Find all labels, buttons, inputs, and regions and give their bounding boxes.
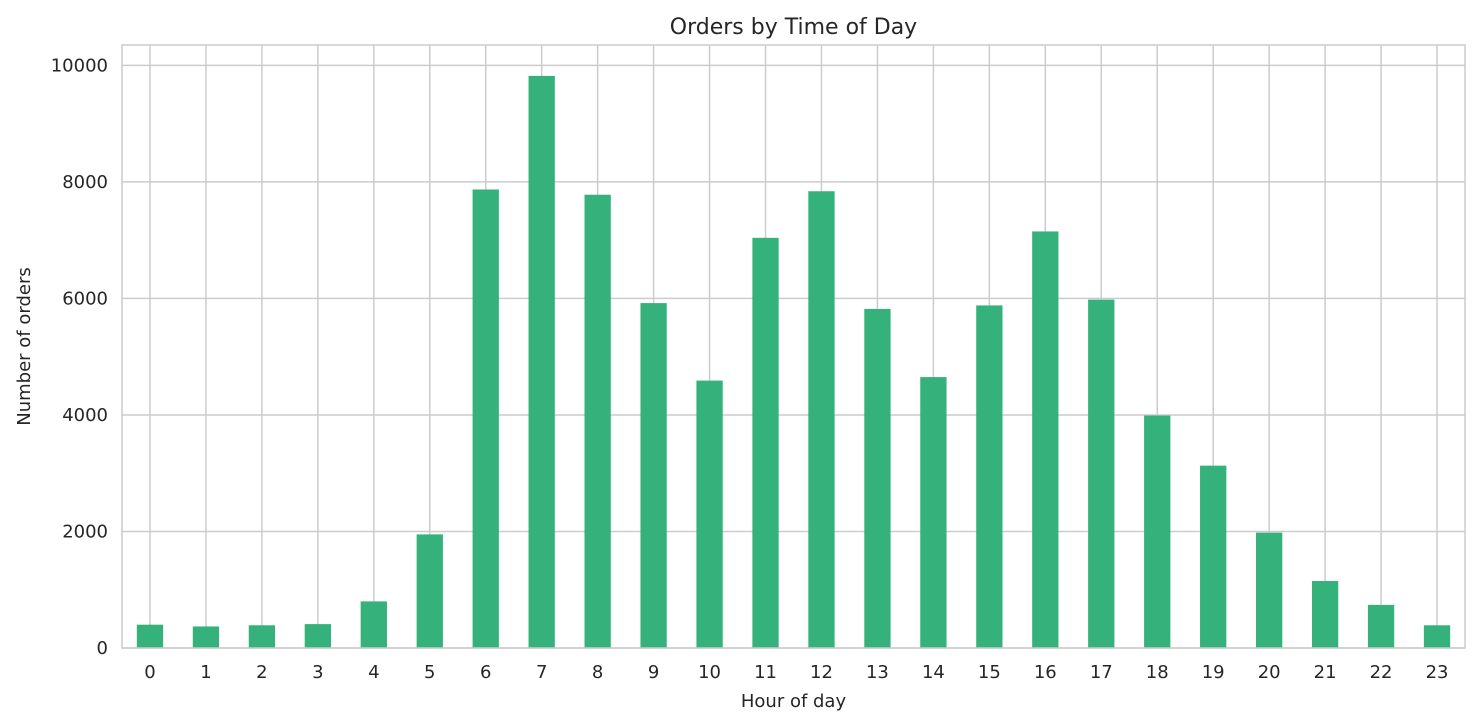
bar-hour-19 — [1200, 465, 1227, 648]
x-tick-label: 6 — [480, 662, 491, 683]
bar-hour-18 — [1144, 415, 1171, 648]
x-tick-label: 1 — [200, 662, 211, 683]
bar-hour-13 — [864, 308, 891, 648]
y-tick-label: 2000 — [62, 521, 108, 542]
y-tick-labels: 0 2000 4000 6000 8000 10000 — [51, 55, 108, 659]
bar-hour-16 — [1032, 231, 1059, 648]
x-tick-label: 16 — [1034, 662, 1057, 683]
x-axis-label: Hour of day — [741, 691, 847, 712]
x-tick-label: 23 — [1426, 662, 1449, 683]
x-tick-label: 13 — [866, 662, 889, 683]
x-tick-label: 20 — [1258, 662, 1281, 683]
y-axis-label: Number of orders — [14, 267, 35, 425]
y-tick-label: 10000 — [51, 55, 108, 76]
bar-hour-6 — [472, 189, 499, 649]
bar-hour-14 — [920, 377, 947, 648]
x-tick-label: 17 — [1090, 662, 1113, 683]
bar-hour-7 — [528, 75, 555, 649]
x-tick-label: 12 — [810, 662, 833, 683]
x-tick-label: 3 — [312, 662, 323, 683]
x-tick-label: 5 — [424, 662, 435, 683]
bar-hour-21 — [1311, 581, 1339, 648]
bar-hour-22 — [1367, 604, 1395, 648]
bar-hour-9 — [640, 303, 667, 648]
x-tick-label: 11 — [754, 662, 777, 683]
y-tick-label: 0 — [97, 638, 108, 659]
bar-hour-2 — [248, 625, 276, 648]
x-tick-label: 21 — [1314, 662, 1337, 683]
bar-hour-15 — [976, 305, 1003, 648]
x-tick-labels: 0 1 2 3 4 5 6 7 8 9 10 11 12 13 14 15 16 17 18 19 20 21 22 23 — [144, 662, 1448, 683]
bars — [136, 75, 1451, 649]
x-tick-label: 15 — [978, 662, 1001, 683]
chart-title: Orders by Time of Day — [670, 15, 917, 40]
x-tick-label: 7 — [536, 662, 547, 683]
bar-hour-1 — [192, 626, 220, 648]
x-tick-label: 9 — [648, 662, 659, 683]
bar-hour-0 — [136, 624, 164, 648]
bar-hour-3 — [304, 624, 332, 648]
x-tick-label: 0 — [144, 662, 155, 683]
y-tick-label: 4000 — [62, 405, 108, 426]
x-tick-label: 10 — [698, 662, 721, 683]
x-tick-label: 18 — [1146, 662, 1169, 683]
x-tick-label: 19 — [1202, 662, 1225, 683]
bar-hour-12 — [808, 191, 835, 648]
x-tick-label: 2 — [256, 662, 267, 683]
x-tick-label: 22 — [1370, 662, 1393, 683]
bar-hour-20 — [1255, 532, 1283, 648]
bar-hour-5 — [416, 534, 443, 648]
x-tick-label: 8 — [592, 662, 603, 683]
x-tick-label: 14 — [922, 662, 945, 683]
bar-hour-23 — [1423, 625, 1451, 648]
bar-hour-10 — [696, 380, 723, 648]
y-tick-label: 6000 — [62, 288, 108, 309]
bar-hour-4 — [360, 601, 387, 648]
y-tick-label: 8000 — [62, 172, 108, 193]
plot-frame — [121, 44, 1466, 649]
x-tick-label: 4 — [368, 662, 379, 683]
bar-hour-8 — [584, 194, 611, 648]
bar-hour-17 — [1088, 299, 1115, 648]
bar-hour-11 — [752, 237, 779, 648]
